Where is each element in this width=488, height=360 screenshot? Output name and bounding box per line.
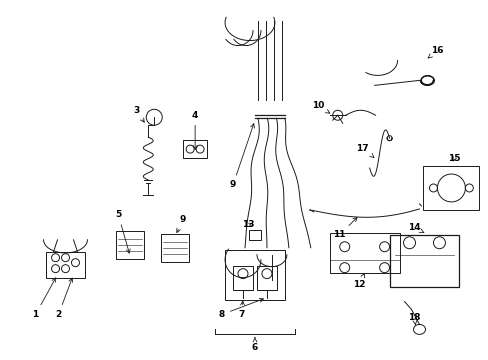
Text: 11: 11 [333,217,356,239]
Text: 5: 5 [115,210,130,253]
Text: 3: 3 [133,106,144,122]
Text: 15: 15 [447,154,460,163]
Text: 18: 18 [407,313,420,325]
Text: 9: 9 [177,215,186,233]
Text: 4: 4 [192,111,198,149]
Bar [248,230,261,240]
Bar [116,231,144,259]
Text: 13: 13 [241,220,254,229]
Bar [256,266,276,289]
Bar [183,140,207,158]
Text: 9: 9 [229,124,254,189]
Text: 14: 14 [407,223,423,233]
Bar [45,252,85,278]
Bar [161,234,189,262]
Text: 16: 16 [427,46,443,58]
Bar [423,166,478,210]
Text: 7: 7 [238,301,244,319]
Text: 10: 10 [311,101,329,113]
Text: 8: 8 [219,298,263,319]
Text: 17: 17 [356,144,373,158]
Bar [329,233,399,273]
Text: 1: 1 [32,278,56,319]
Bar [224,250,285,300]
Bar [233,266,252,289]
Text: 12: 12 [353,274,365,289]
Text: 6: 6 [251,337,258,352]
Bar [389,235,458,287]
Text: 2: 2 [55,278,73,319]
